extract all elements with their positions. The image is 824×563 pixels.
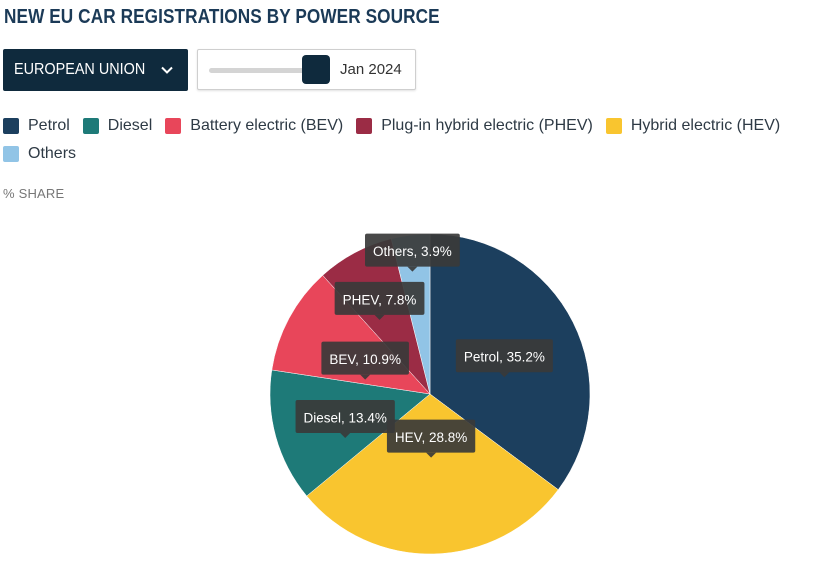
data-label-hev: HEV, 28.8%	[386, 419, 476, 458]
legend-label: Petrol	[28, 117, 70, 134]
data-label-pointer	[340, 432, 351, 438]
legend-label: Diesel	[107, 117, 153, 134]
legend-item-phev[interactable]: Plug-in hybrid electric (PHEV)	[356, 116, 593, 136]
data-label-pointer	[360, 374, 371, 380]
data-label-background	[334, 281, 425, 315]
legend-label: Plug-in hybrid electric (PHEV)	[381, 117, 593, 134]
data-label-text: Diesel, 13.4%	[304, 410, 387, 425]
legend-swatch	[165, 118, 182, 134]
legend-item-petrol[interactable]: Petrol	[3, 116, 70, 136]
pie-slice-hev[interactable]	[306, 393, 559, 555]
data-label-phev: PHEV, 7.8%	[334, 281, 425, 320]
region-dropdown[interactable]: EUROPEAN UNION	[3, 49, 188, 91]
data-label-pointer	[407, 266, 418, 272]
legend-swatch	[605, 118, 622, 134]
legend-swatch	[356, 118, 373, 134]
legend-item-hev[interactable]: Hybrid electric (HEV)	[605, 116, 781, 136]
data-label-bev: BEV, 10.9%	[321, 341, 409, 380]
data-label-pointer	[499, 372, 510, 378]
data-label-background	[455, 339, 553, 373]
data-label-text: PHEV, 7.8%	[343, 292, 417, 307]
data-label-text: BEV, 10.9%	[329, 352, 401, 367]
data-label-background	[321, 341, 409, 375]
data-label-text: Petrol, 35.2%	[464, 350, 545, 365]
data-label-pointer	[374, 314, 385, 320]
data-label-petrol: Petrol, 35.2%	[455, 339, 553, 378]
legend-swatch	[3, 146, 19, 162]
legend-swatch	[82, 118, 99, 134]
page-title: NEW EU CAR REGISTRATIONS BY POWER SOURCE	[4, 6, 440, 28]
data-label-text: HEV, 28.8%	[395, 430, 467, 445]
region-dropdown-label: EUROPEAN UNION	[14, 61, 146, 78]
data-label-background	[365, 233, 460, 267]
data-label-background	[295, 399, 395, 433]
pie-data-labels: Petrol, 35.2% HEV, 28.8% Diesel, 13.4% BEV,…	[295, 233, 553, 458]
legend: Petrol Diesel Battery electric (BEV) Plug-i…	[3, 116, 824, 164]
data-label-others: Others, 3.9%	[365, 233, 460, 272]
chevron-down-icon	[161, 66, 173, 74]
data-label-text: Others, 3.9%	[373, 244, 452, 259]
legend-swatch	[3, 118, 19, 134]
date-slider: Jan 2024	[197, 49, 416, 90]
data-label-background	[386, 419, 476, 453]
slider-handle[interactable]	[302, 55, 330, 84]
unit-label: % SHARE	[3, 186, 65, 201]
slider-value: Jan 2024	[340, 61, 402, 78]
legend-label: Hybrid electric (HEV)	[630, 117, 781, 134]
legend-item-bev[interactable]: Battery electric (BEV)	[165, 116, 343, 136]
pie-slices	[269, 233, 591, 555]
slider-track[interactable]	[209, 68, 327, 73]
legend-label: Others	[28, 145, 77, 162]
data-label-pointer	[426, 452, 437, 458]
legend-label: Battery electric (BEV)	[190, 117, 344, 134]
legend-item-diesel[interactable]: Diesel	[82, 116, 153, 136]
legend-item-others[interactable]: Others	[3, 144, 76, 164]
data-label-diesel: Diesel, 13.4%	[295, 399, 395, 438]
